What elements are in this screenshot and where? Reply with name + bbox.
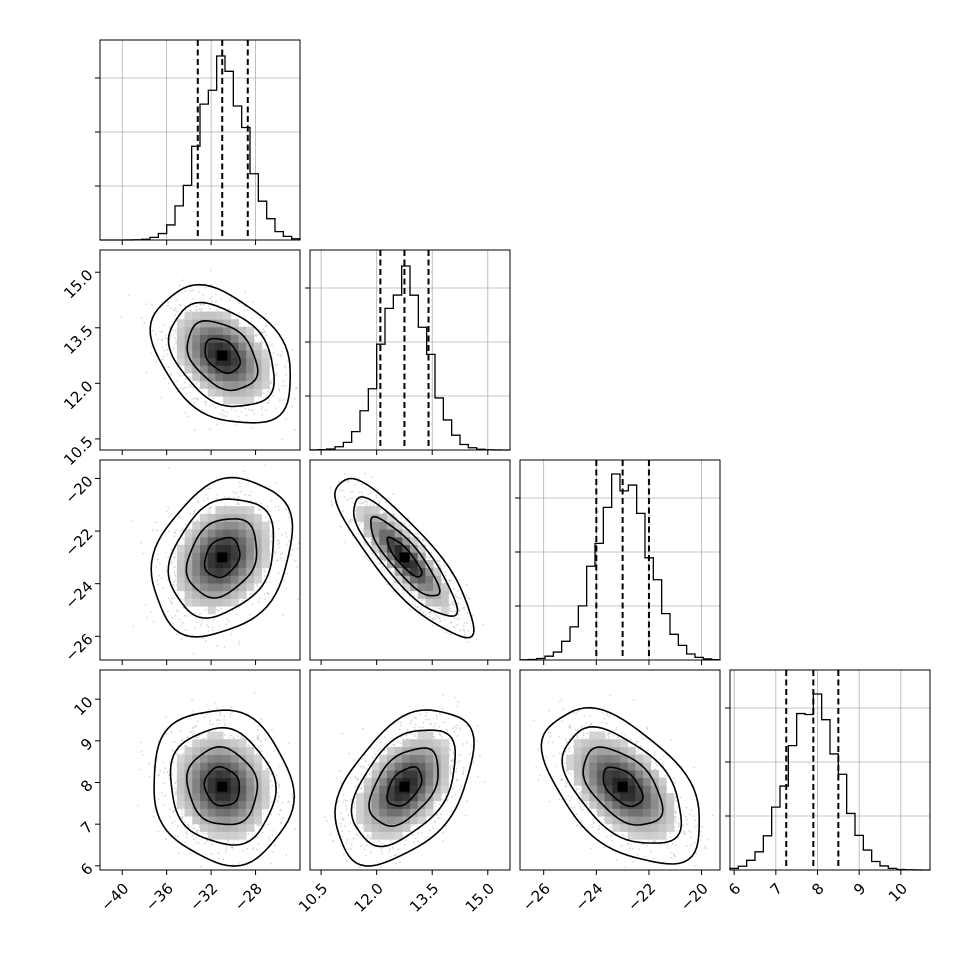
hist-3-steps [729,693,931,871]
ytick-label-2-0: −26 [61,630,96,665]
ytick-label-3-3: 9 [77,735,96,754]
panel-1-0-contour-0 [204,337,241,375]
xtick-label-0-3: −28 [231,880,266,915]
panel-3-1-peak [399,781,410,792]
xtick-label-1-2: 13.5 [406,880,442,916]
xtick-label-3-0: 6 [725,880,744,899]
panel-2-0-contour-0 [203,536,241,579]
hist-0-steps [100,55,301,241]
panel-3-1 [309,669,511,875]
ytick-label-2-3: −20 [61,472,96,507]
panel-3-1-contour-1 [368,747,439,827]
panel-1-0-contour-1 [186,319,259,392]
xtick-label-0-1: −36 [142,880,177,915]
ytick-label-2-2: −22 [61,525,96,560]
panel-2-1-contour-2 [352,496,459,617]
panel-3-2-contour-1 [582,746,664,826]
panel-2-1-frame [309,459,511,661]
ytick-label-2-1: −24 [61,577,96,612]
hist-panel-3 [725,669,931,875]
ytick-label-3-2: 8 [77,776,96,795]
panel-2-0-plot [130,464,300,655]
panel-3-1-frame [309,669,511,871]
panel-2-0-peak [217,552,228,563]
ytick-label-1-3: 15.0 [60,266,96,302]
panel-3-2 [519,669,721,875]
xtick-label-2-3: −20 [677,880,712,915]
panel-3-2-contour-0 [602,766,644,808]
xtick-label-3-3: 9 [850,880,869,899]
panel-2-1-contour-0 [386,536,423,578]
panel-3-2-frame [519,669,721,871]
panel-3-1-contour-0 [386,766,423,807]
hist-1-steps [309,265,511,451]
panel-2-0-contour-1 [185,518,258,599]
hist-1-frame [309,249,511,451]
panel-1-0-contour-3 [149,283,292,424]
xtick-label-1-1: 12.0 [351,880,387,916]
panel-3-2-contour-3 [540,706,700,865]
ytick-label-3-1: 7 [77,818,96,837]
panel-3-0-peak [217,781,228,792]
panel-2-1-peak [399,552,410,563]
xtick-label-2-1: −24 [571,880,606,915]
hist-2-frame [519,459,721,661]
panel-1-0-peak [217,350,228,361]
xtick-label-1-0: 10.5 [295,880,331,916]
xtick-label-3-4: 10 [885,880,911,906]
xtick-label-0-2: −32 [186,880,221,915]
panel-3-0-contour-0 [203,765,241,807]
panel-3-0 [95,669,301,875]
hist-3-frame [729,669,931,871]
panel-3-2-peak [617,781,628,792]
xtick-label-3-1: 7 [767,880,786,899]
panel-2-0-frame [99,459,301,661]
panel-3-1-plot [323,693,486,869]
ytick-label-1-1: 12.0 [60,377,96,413]
xtick-label-3-2: 8 [808,880,827,899]
ytick-label-3-0: 6 [77,860,96,879]
panel-2-0 [95,459,301,665]
hist-panel-0 [95,39,301,245]
hist-0-frame [99,39,301,241]
xtick-label-2-0: −26 [519,880,554,915]
panel-1-0-contour-2 [167,301,276,408]
panel-1-0 [95,249,301,455]
panel-3-2-plot [520,681,714,868]
panel-3-2-contour-2 [561,725,683,844]
hist-panel-1 [305,249,511,455]
hist-panel-2 [515,459,721,665]
hist-2-steps [519,473,721,661]
panel-3-1-contour-2 [350,729,456,848]
panel-3-0-contour-1 [185,745,259,826]
panel-3-0-plot [137,691,297,868]
panel-2-0-contour-3 [150,476,294,638]
panel-2-1 [309,459,511,665]
panel-1-0-frame [99,249,301,451]
ytick-label-1-0: 10.5 [60,433,96,469]
xtick-label-0-0: −40 [97,880,132,915]
ytick-label-3-4: 10 [70,693,96,719]
panel-2-1-contour-3 [333,477,475,639]
ytick-label-1-2: 13.5 [60,322,96,358]
panel-3-0-contour-2 [169,726,277,846]
panel-3-0-contour-3 [153,709,296,867]
xtick-label-2-2: −22 [624,880,659,915]
panel-3-0-frame [99,669,301,871]
panel-2-1-contour-1 [369,515,441,597]
panel-2-0-contour-2 [167,498,275,619]
panel-3-1-contour-3 [334,709,475,867]
panel-2-1-plot [329,472,484,643]
xtick-label-1-3: 15.0 [462,880,498,916]
panel-1-0-plot [120,269,298,450]
